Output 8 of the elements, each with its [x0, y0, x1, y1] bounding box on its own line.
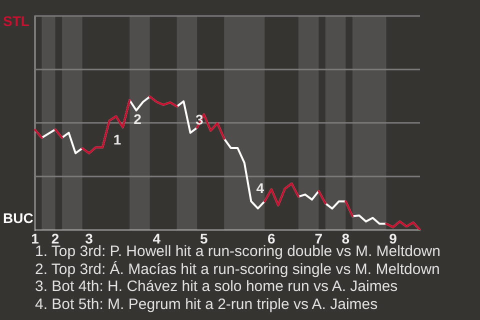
text: 4. Bot 5th: M. Pegrum hit a 2-run triple vs A. Jaimes — [35, 296, 379, 313]
text: STL — [3, 12, 30, 29]
text: BUC — [3, 210, 34, 226]
annotation: 1 — [113, 132, 122, 148]
annotation: 2 — [134, 110, 142, 127]
text: 2. Top 3rd: Á. Macías hit a run-scoring single vs M. Meltdown — [35, 260, 440, 278]
annotation: 4 — [256, 180, 264, 196]
text: 3. Bot 4th: H. Chávez hit a solo home run vs A. Jaimes — [35, 278, 399, 296]
